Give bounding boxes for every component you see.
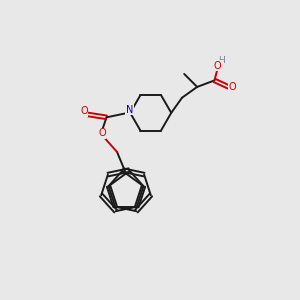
Text: H: H	[218, 56, 225, 65]
Text: O: O	[80, 106, 88, 116]
Text: O: O	[213, 61, 221, 71]
Text: O: O	[228, 82, 236, 92]
Text: N: N	[126, 105, 133, 115]
Text: O: O	[98, 128, 106, 138]
